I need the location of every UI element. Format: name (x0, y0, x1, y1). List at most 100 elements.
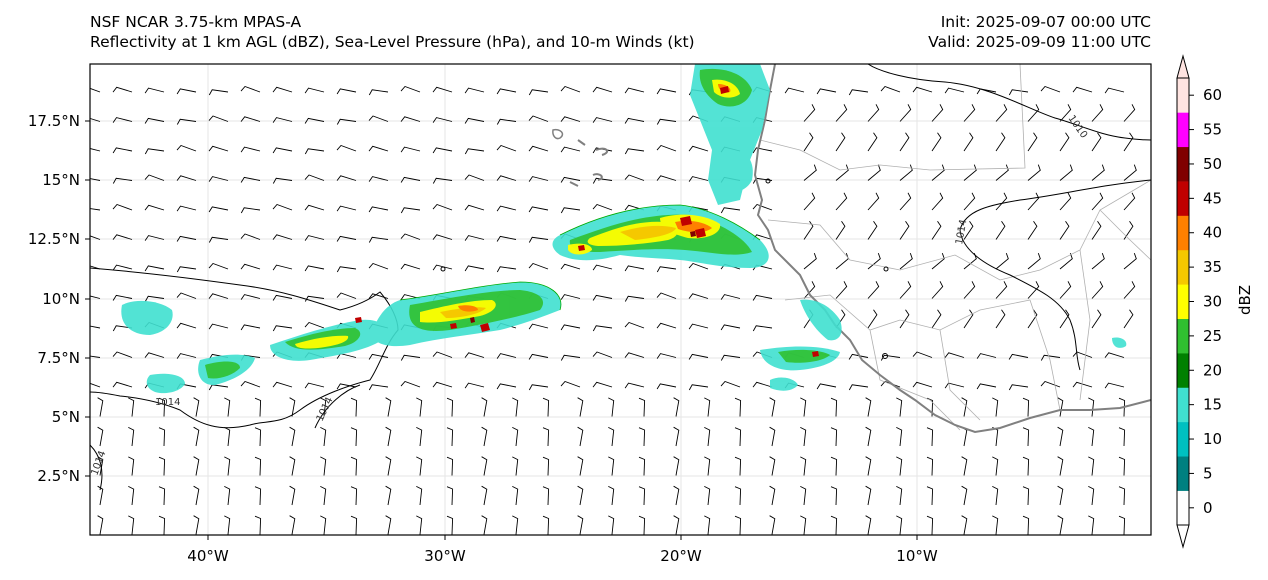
wind-barb (112, 177, 133, 184)
wind-barb (560, 380, 581, 388)
wind-barb (961, 485, 968, 506)
wind-barb (240, 146, 261, 153)
wind-barb (368, 293, 389, 299)
colorbar: 0 5 10 15 20 25 30 35 40 45 50 55 60 dBZ (1176, 54, 1254, 549)
wind-barb (720, 354, 741, 361)
wind-barb (240, 207, 261, 214)
wind-barb (512, 397, 519, 417)
wind-barb (800, 426, 807, 447)
wind-barb (158, 515, 166, 535)
wind-barb (803, 252, 817, 270)
wind-barb (176, 292, 197, 299)
wind-barb (752, 325, 773, 332)
wind-barb (769, 397, 776, 417)
wind-barb (867, 281, 880, 299)
wind-barb (867, 252, 881, 270)
wind-barb (1027, 132, 1038, 152)
wind-barb (304, 148, 325, 155)
wind-barb (830, 486, 838, 506)
wind-barb (720, 294, 741, 300)
wind-barb (112, 264, 133, 271)
wind-barb (496, 118, 517, 125)
wind-barb (896, 456, 903, 476)
wind-barb (896, 485, 903, 506)
wind-barb (144, 204, 165, 211)
wind-barb (385, 426, 392, 447)
wind-barb (320, 515, 327, 535)
wind-barb (1059, 104, 1072, 122)
wind-barb (240, 176, 261, 183)
wind-barb (835, 192, 848, 211)
wind-barb (90, 295, 101, 299)
wind-barb (176, 144, 197, 152)
wind-barb (896, 397, 903, 417)
colorbar-segments (1176, 54, 1190, 549)
wind-barb (800, 515, 807, 535)
isobars (90, 64, 1151, 491)
wind-barb (963, 192, 976, 211)
wind-barb (193, 485, 200, 506)
wind-barb (656, 383, 677, 390)
wind-barb (464, 87, 485, 94)
wind-barb (1091, 192, 1104, 211)
wind-barb (899, 104, 912, 122)
wind-barb (144, 235, 165, 241)
wind-barb (254, 486, 262, 506)
wind-barb (880, 354, 901, 361)
wind-barb (899, 192, 912, 211)
wind-barb (560, 176, 581, 183)
wind-barb (400, 233, 421, 240)
wind-barb (254, 397, 262, 417)
colorbar-tick-label: 30 (1203, 293, 1222, 311)
wind-barb (867, 132, 878, 152)
wind-barb (176, 266, 197, 273)
wind-barb (830, 397, 838, 417)
colorbar-segment (1177, 421, 1189, 457)
wind-barb (1104, 87, 1125, 94)
lon-label: 20°W (660, 547, 702, 565)
wind-barb (350, 456, 358, 476)
wind-barb (803, 281, 816, 299)
wind-barb (976, 353, 997, 359)
wind-barb (385, 485, 392, 506)
wind-barb (1027, 281, 1040, 299)
wind-barb (368, 206, 389, 213)
wind-barb (1091, 221, 1102, 240)
wind-barb (848, 384, 869, 391)
wind-barb (1091, 104, 1104, 122)
wind-barb (432, 264, 453, 271)
wind-barb (1057, 456, 1064, 476)
wind-barb (1118, 427, 1126, 447)
wind-barb (624, 265, 645, 272)
model-name: NSF NCAR 3.75-km MPAS-A (90, 13, 302, 31)
wind-barb (656, 118, 677, 125)
wind-barb (624, 87, 645, 94)
colorbar-tick-label: 25 (1203, 327, 1222, 345)
wind-barb (158, 427, 166, 447)
wind-barb (577, 515, 584, 535)
wind-barb (688, 145, 709, 152)
wind-barb (803, 192, 816, 211)
wind-barb (1072, 86, 1093, 93)
wind-barb (961, 456, 968, 476)
wind-barb (112, 117, 133, 123)
wind-barb (128, 397, 135, 417)
wind-barb (896, 515, 903, 535)
wind-barb (336, 175, 357, 181)
wind-barb (1059, 132, 1070, 152)
wind-barb (752, 147, 773, 154)
wind-barb (90, 325, 101, 329)
wind-barb (995, 252, 1009, 270)
wind-barb (1057, 515, 1064, 535)
wind-barb (1123, 164, 1137, 181)
wind-barb (224, 426, 231, 447)
wind-barb (592, 264, 613, 271)
wind-barb (272, 294, 293, 301)
wind-barb (1027, 164, 1041, 181)
wind-barb (464, 382, 485, 389)
wind-barb (254, 515, 262, 535)
wind-barb (304, 235, 325, 241)
wind-barb (1123, 221, 1134, 240)
wind-barb (656, 175, 677, 181)
